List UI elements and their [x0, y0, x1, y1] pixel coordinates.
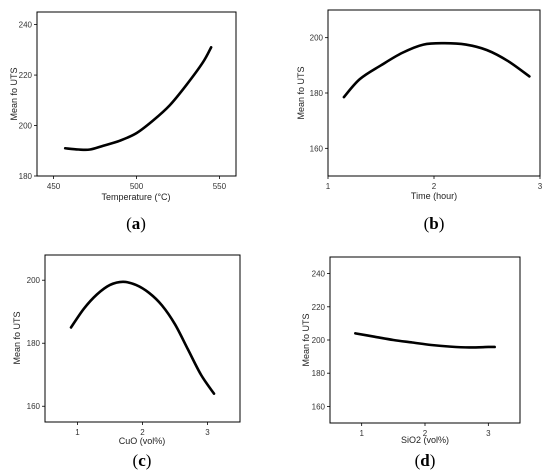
- series-line-a: [63, 46, 213, 152]
- y-tick-label-d: 240: [312, 270, 326, 279]
- y-tick-label-d: 160: [312, 402, 326, 411]
- x-tick-label-d: 2: [423, 429, 428, 438]
- x-tick-label-c: 1: [75, 428, 80, 437]
- x-tick-label-b: 3: [538, 182, 543, 191]
- y-axis-label-a: Mean fo UTS: [9, 67, 19, 120]
- y-tick-label-c: 160: [27, 402, 41, 411]
- x-tick-label-b: 1: [326, 182, 331, 191]
- plot-frame-d: [329, 256, 521, 424]
- x-tick-label-c: 2: [140, 428, 145, 437]
- series-line-c: [69, 280, 216, 395]
- y-axis-label-d: Mean fo UTS: [301, 313, 311, 366]
- y-tick-label-a: 220: [19, 71, 33, 80]
- y-tick-label-a: 200: [19, 122, 33, 131]
- y-tick-label-a: 180: [19, 172, 33, 181]
- panel-a: 450 500 550 180 200 220 240 Temperature (°C) M…: [9, 11, 237, 233]
- plot-frame-a: [36, 11, 237, 177]
- y-tick-label-d: 180: [312, 369, 326, 378]
- panel-caption-c: (c): [133, 451, 152, 470]
- panel-caption-b: (b): [424, 214, 445, 233]
- x-tick-label-d: 3: [486, 429, 491, 438]
- series-line-d: [354, 332, 496, 349]
- y-tick-label-b: 200: [310, 34, 324, 43]
- plot-frame-c: [44, 254, 241, 423]
- series-line-b: [342, 41, 531, 99]
- x-axis-label-d: SiO2 (vol%): [401, 435, 449, 445]
- x-axis-label-c: CuO (vol%): [119, 436, 166, 446]
- panel-c: 1 2 3 160 180 200 CuO (vol%) Mean fo UTS (c): [12, 254, 241, 470]
- x-tick-label-b: 2: [432, 182, 437, 191]
- panel-caption-a: (a): [126, 214, 146, 233]
- y-tick-label-d: 220: [312, 303, 326, 312]
- x-tick-label-a: 450: [47, 182, 61, 191]
- y-tick-label-d: 200: [312, 336, 326, 345]
- panel-caption-d: (d): [415, 451, 436, 470]
- y-axis-label-c: Mean fo UTS: [12, 311, 22, 364]
- y-tick-label-c: 200: [27, 276, 41, 285]
- x-tick-label-a: 500: [130, 182, 144, 191]
- y-tick-label-b: 180: [310, 89, 324, 98]
- y-tick-label-a: 240: [19, 21, 33, 30]
- panel-d: 1 2 3 160 180 200 220 240 SiO2 (vol%) Mean fo U…: [301, 256, 521, 470]
- panel-b: 1 2 3 160 180 200 Time (hour) Mean fo UTS (b): [296, 9, 543, 233]
- x-axis-label-b: Time (hour): [411, 191, 457, 201]
- x-tick-label-c: 3: [205, 428, 210, 437]
- y-axis-label-b: Mean fo UTS: [296, 66, 306, 119]
- x-axis-label-a: Temperature (°C): [101, 192, 170, 202]
- y-tick-label-b: 160: [310, 144, 324, 153]
- plot-frame-b: [327, 9, 541, 177]
- x-tick-label-a: 550: [213, 182, 227, 191]
- x-tick-label-d: 1: [359, 429, 364, 438]
- y-tick-label-c: 180: [27, 339, 41, 348]
